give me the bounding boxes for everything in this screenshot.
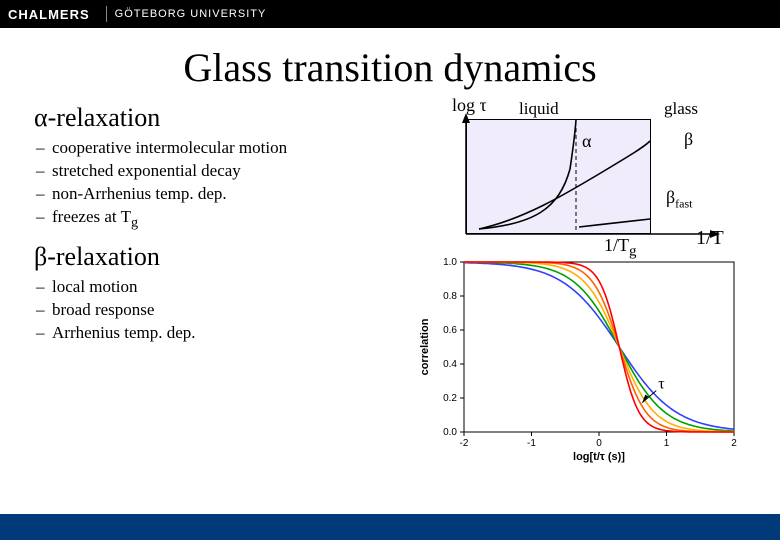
- alpha-bullets: cooperative intermolecular motion stretc…: [34, 137, 384, 232]
- diagram-xT-label: 1/T: [696, 227, 724, 250]
- list-item: stretched exponential decay: [52, 160, 384, 183]
- list-item: local motion: [52, 276, 384, 299]
- svg-text:correlation: correlation: [419, 318, 431, 375]
- schematic-diagram: log τ liquid glass α β: [404, 99, 724, 254]
- svg-text:-1: -1: [527, 438, 536, 449]
- beta-heading: β-relaxation: [34, 242, 384, 272]
- diagram-beta-label: β: [684, 129, 693, 150]
- chalmers-logo-text: CHALMERS: [8, 7, 90, 22]
- correlation-chart: 0.00.20.40.60.81.0-2-1012correlationlog[…: [414, 256, 744, 466]
- beta-bullets: local motion broad response Arrhenius te…: [34, 276, 384, 345]
- diagram-glass-label: glass: [664, 99, 698, 119]
- svg-text:0.4: 0.4: [443, 359, 457, 370]
- svg-text:2: 2: [731, 438, 737, 449]
- gu-logo-text: GÖTEBORG UNIVERSITY: [115, 8, 267, 20]
- left-column: α-relaxation cooperative intermolecular …: [34, 99, 384, 471]
- slide-title: Glass transition dynamics: [0, 44, 780, 91]
- correlation-chart-wrap: 0.00.20.40.60.81.0-2-1012correlationlog[…: [414, 256, 760, 471]
- right-column: log τ liquid glass α β: [384, 99, 760, 471]
- diagram-svg: [404, 99, 724, 259]
- list-item: broad response: [52, 299, 384, 322]
- diagram-alpha-label: α: [582, 131, 591, 152]
- svg-text:0.8: 0.8: [443, 291, 457, 302]
- list-item: cooperative intermolecular motion: [52, 137, 384, 160]
- svg-text:log[t/τ (s)]: log[t/τ (s)]: [573, 451, 625, 463]
- svg-text:0: 0: [596, 438, 602, 449]
- list-item: Arrhenius temp. dep.: [52, 322, 384, 345]
- svg-text:-2: -2: [460, 438, 469, 449]
- svg-text:0.2: 0.2: [443, 393, 457, 404]
- diagram-xTg-label: 1/Tg: [604, 235, 637, 261]
- alpha-heading: α-relaxation: [34, 103, 384, 133]
- body-row: α-relaxation cooperative intermolecular …: [0, 91, 780, 471]
- bottom-bar: [0, 514, 780, 540]
- diagram-bfast-label: βfast: [666, 187, 693, 212]
- svg-text:1: 1: [664, 438, 670, 449]
- list-item: freezes at Tg: [52, 206, 384, 233]
- list-item: non-Arrhenius temp. dep.: [52, 183, 384, 206]
- svg-text:0.0: 0.0: [443, 427, 457, 438]
- svg-text:τ: τ: [658, 376, 665, 393]
- svg-text:0.6: 0.6: [443, 325, 457, 336]
- diagram-liquid-label: liquid: [519, 99, 559, 119]
- header-divider: [106, 6, 107, 22]
- top-bar: CHALMERS GÖTEBORG UNIVERSITY: [0, 0, 780, 28]
